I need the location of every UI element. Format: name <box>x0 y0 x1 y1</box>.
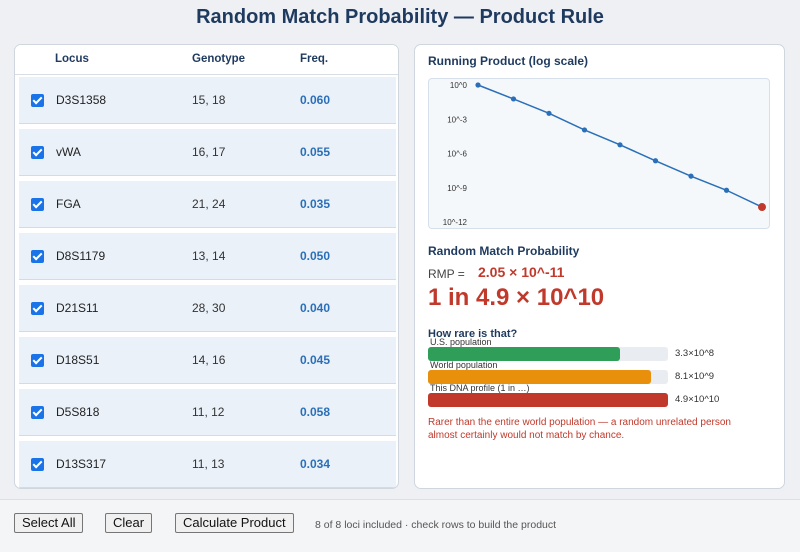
column-header-freq: Freq. <box>300 53 329 65</box>
column-header-genotype: Genotype <box>192 53 246 65</box>
bar-fill <box>428 347 620 361</box>
locus-cell: D3S1358 <box>56 93 107 107</box>
locus-cell: D8S1179 <box>56 249 106 263</box>
y-tick-label: 10^-12 <box>443 218 468 227</box>
one-in-value: 1 in 4.9 × 10^10 <box>428 284 605 311</box>
page-title: Random Match Probability — Product Rule <box>196 6 604 28</box>
genotype-cell: 21, 24 <box>192 197 226 211</box>
select-all-button[interactable]: Select All <box>14 513 84 533</box>
data-point <box>652 158 659 164</box>
data-point <box>475 82 481 88</box>
freq-cell: 0.045 <box>300 353 331 367</box>
bar-label: World population <box>430 360 498 370</box>
column-header-locus: Locus <box>55 53 89 65</box>
freq-cell: 0.060 <box>300 93 331 107</box>
row-checkbox[interactable] <box>31 406 44 419</box>
table-row[interactable]: D13S317 11, 13 0.034 <box>19 441 396 488</box>
data-point <box>617 142 623 148</box>
y-tick-label: 10^0 <box>450 81 468 90</box>
bar-track <box>428 370 668 384</box>
bar-track <box>428 347 668 361</box>
bar-value: 4.9×10^10 <box>675 394 720 405</box>
data-point <box>723 187 730 193</box>
data-point <box>688 173 694 179</box>
data-point <box>510 96 517 102</box>
chart-svg: 10^0 10^-3 10^-6 10^-9 10^-12 <box>443 81 766 227</box>
bar-label: This DNA profile (1 in …) <box>430 383 530 393</box>
table-header: Locus Genotype Freq. <box>15 45 398 75</box>
table-row[interactable]: D5S818 11, 12 0.058 <box>19 389 396 436</box>
rmp-heading: Random Match Probability <box>428 244 580 258</box>
table-row[interactable]: D21S11 28, 30 0.040 <box>19 285 396 332</box>
calculate-product-button[interactable]: Calculate Product <box>175 513 294 533</box>
data-point <box>546 110 552 116</box>
bar-track <box>428 393 668 407</box>
status-text: 8 of 8 loci included · check rows to bui… <box>315 519 557 531</box>
genotype-cell: 11, 13 <box>192 457 225 471</box>
rarity-note: Rarer than the entire world population —… <box>428 417 731 441</box>
table-row[interactable]: vWA 16, 17 0.055 <box>19 129 396 176</box>
table-row[interactable]: D8S1179 13, 14 0.050 <box>19 233 396 280</box>
clear-button[interactable]: Clear <box>105 513 153 533</box>
locus-cell: vWA <box>56 145 81 159</box>
row-checkbox[interactable] <box>31 250 44 263</box>
table-row[interactable]: D18S51 14, 16 0.045 <box>19 337 396 384</box>
genotype-cell: 28, 30 <box>192 301 226 315</box>
row-checkbox[interactable] <box>31 146 44 159</box>
rmp-value: 2.05 × 10^-11 <box>478 264 565 280</box>
freq-cell: 0.050 <box>300 249 331 263</box>
rmp-label: RMP = <box>428 267 465 281</box>
freq-cell: 0.040 <box>300 301 331 315</box>
genotype-cell: 15, 18 <box>192 93 226 107</box>
locus-cell: D18S51 <box>56 353 100 367</box>
genotype-cell: 13, 14 <box>192 249 226 263</box>
locus-cell: D13S317 <box>56 457 107 471</box>
table-row[interactable]: D3S1358 15, 18 0.060 <box>19 77 396 124</box>
locus-cell: D5S818 <box>56 405 100 419</box>
final-product-point <box>758 203 766 212</box>
bar-value: 8.1×10^9 <box>675 371 715 382</box>
genotype-cell: 11, 12 <box>192 405 225 419</box>
genotype-cell: 16, 17 <box>192 145 226 159</box>
freq-cell: 0.058 <box>300 405 331 419</box>
row-checkbox[interactable] <box>31 458 44 471</box>
loci-table: Locus Genotype Freq. D3S1358 15, 18 0.060 v… <box>14 44 399 489</box>
row-checkbox[interactable] <box>31 354 44 367</box>
y-tick-label: 10^-3 <box>447 115 467 124</box>
chart-title: Running Product (log scale) <box>428 54 589 68</box>
freq-cell: 0.055 <box>300 145 331 159</box>
rarity-heading: How rare is that? <box>428 328 518 340</box>
bar-value: 3.3×10^8 <box>675 348 715 359</box>
row-checkbox[interactable] <box>31 198 44 211</box>
genotype-cell: 14, 16 <box>192 353 226 367</box>
locus-cell: D21S11 <box>56 301 99 315</box>
bar-fill <box>428 393 668 407</box>
row-checkbox[interactable] <box>31 302 44 315</box>
y-tick-label: 10^-6 <box>447 150 467 159</box>
freq-cell: 0.035 <box>300 197 331 211</box>
y-tick-label: 10^-9 <box>447 184 467 193</box>
bar-fill <box>428 370 652 384</box>
table-row[interactable]: FGA 21, 24 0.035 <box>19 181 396 228</box>
freq-cell: 0.034 <box>300 457 331 471</box>
results-panel: Running Product (log scale) 10^0 10^-3 10^… <box>414 44 785 489</box>
footer-toolbar: Select All Clear Calculate Product 8 of … <box>0 499 800 552</box>
row-checkbox[interactable] <box>31 94 44 107</box>
data-point <box>581 127 588 133</box>
running-product-chart: 10^0 10^-3 10^-6 10^-9 10^-12 <box>428 78 770 229</box>
locus-cell: FGA <box>56 197 81 211</box>
bar-label: U.S. population <box>430 337 492 347</box>
